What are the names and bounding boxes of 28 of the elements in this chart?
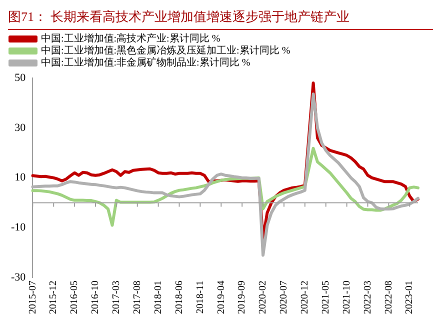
- legend-label: 中国:工业增加值:非金属矿物制品业:累计同比 %: [41, 56, 250, 69]
- x-tick-label: 2018-01: [152, 280, 164, 314]
- x-tick-label: 2015-07: [27, 280, 38, 314]
- x-tick-label: 2020-02: [258, 280, 269, 314]
- x-tick-label: 2016-05: [69, 280, 80, 314]
- x-tick-label: 2019-04: [216, 280, 227, 314]
- x-tick-label: 2022-08: [383, 280, 394, 314]
- x-tick-label: 2019-09: [236, 280, 248, 314]
- x-tick-label: 2017-08: [132, 280, 143, 314]
- x-tick-label: 2022-03: [362, 280, 374, 314]
- x-tick-label: 2021-10: [341, 280, 352, 314]
- x-tick-label: 2018-06: [174, 280, 185, 314]
- x-tick-label: 2018-11: [194, 280, 206, 314]
- x-tick-label: 2016-10: [90, 280, 102, 314]
- y-tick-label: 30: [14, 122, 26, 134]
- legend-label: 中国:工业增加值:黑色金属冶炼及压延加工业:累计同比 %: [41, 44, 290, 57]
- chart-title: 图71： 长期来看高技术产业增加值增速逐步强于地产链产业: [8, 8, 433, 30]
- x-tick-label: 2023-01: [404, 280, 416, 314]
- y-tick-label: -10: [10, 222, 26, 234]
- y-tick-label: 10: [14, 172, 26, 184]
- x-tick-label: 2017-03: [111, 280, 122, 314]
- x-tick-label: 2020-07: [278, 280, 290, 314]
- x-tick-label: 2021-05: [320, 280, 332, 314]
- x-tick-label: 2020-12: [300, 280, 311, 314]
- y-tick-label: 50: [14, 72, 26, 84]
- x-tick-label: 2015-12: [48, 280, 60, 314]
- y-tick-label: -30: [10, 272, 26, 284]
- legend-label: 中国:工业增加值:高技术产业:累计同比 %: [41, 32, 220, 45]
